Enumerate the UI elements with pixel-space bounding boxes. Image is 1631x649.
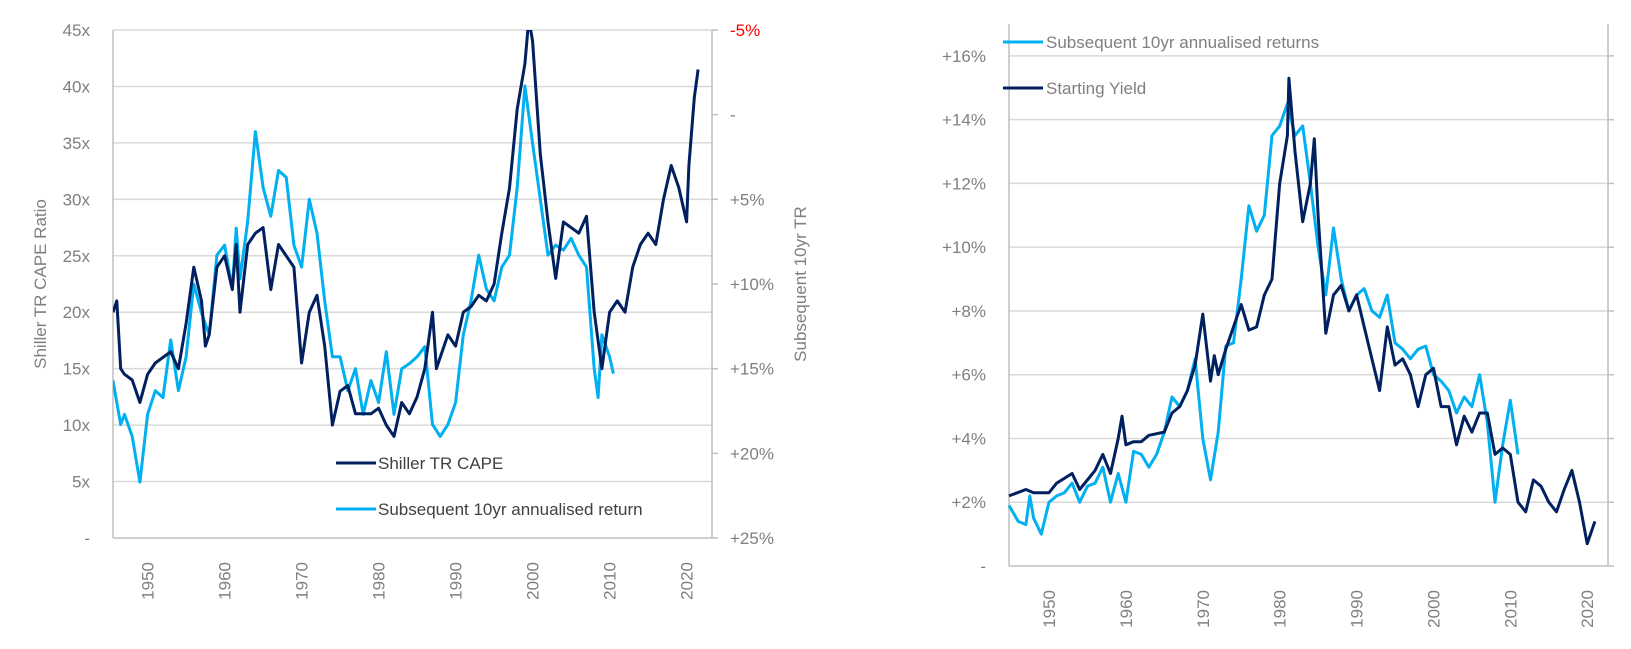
right-axes [1008,24,1614,567]
y-tick-label: +6% [952,366,987,385]
x-tick-label: 1970 [1194,590,1213,628]
left-y-tick-labels: - 5x 10x 15x 20x 25x 30x 35x 40x 45x [63,21,91,548]
left-x-tick-labels: 1950 1960 1970 1980 1990 2000 2010 2020 [139,562,697,600]
y-tick-label: +14% [942,111,986,130]
legend-label-yield: Starting Yield [1046,79,1146,98]
legend-label-return: Subsequent 10yr annualised return [378,500,643,519]
series-line-returns [1007,102,1520,536]
left-series [113,30,700,484]
y-tick-label: 30x [63,190,91,209]
left-y2-axis-title: Subsequent 10yr TR [791,206,810,362]
left-legend: Shiller TR CAPE Subsequent 10yr annualis… [336,454,643,519]
x-tick-label: 2010 [1501,590,1520,628]
y-tick-label: 5x [72,473,90,492]
y-tick-label: 35x [63,134,91,153]
left-gridlines [113,29,712,483]
y-tick-label: +16% [942,47,986,66]
x-tick-label: 1970 [293,562,312,600]
right-x-tick-labels: 1950 1960 1970 1980 1990 2000 2010 2020 [1040,590,1597,628]
x-tick-label: 1950 [1040,590,1059,628]
y-tick-label: +12% [942,174,986,193]
x-tick-label: 1990 [1348,590,1367,628]
right-gridlines [1009,55,1614,503]
y2-tick-label: +20% [730,444,774,463]
left-y2-tick-labels: -5% - +5% +10% +15% +20% +25% [712,21,774,548]
y2-tick-label: - [730,106,736,125]
y-tick-label: - [980,557,986,576]
yield-chart: -+2%+4%+6%+8%+10%+12%+14%+16% 1950 1960 19… [942,24,1614,628]
left-y-axis-title: Shiller TR CAPE Ratio [31,199,50,369]
right-series [1007,76,1597,546]
x-tick-label: 2020 [1578,590,1597,628]
y-tick-label: 20x [63,303,91,322]
y2-tick-label: +15% [730,360,774,379]
x-tick-label: 1980 [370,562,389,600]
cape-chart: - 5x 10x 15x 20x 25x 30x 35x 40x 45x -5% - +5% +10% +… [31,21,810,600]
y2-tick-label: +25% [730,529,774,548]
y-tick-label: 25x [63,247,91,266]
y-tick-label: 45x [63,21,91,40]
y-tick-label: 40x [63,77,91,96]
y-tick-label: +4% [952,429,987,448]
y-tick-label: +10% [942,238,986,257]
legend-label-returns: Subsequent 10yr annualised returns [1046,33,1319,52]
x-tick-label: 2010 [601,562,620,600]
y-tick-label: 15x [63,360,91,379]
legend-label-cape: Shiller TR CAPE [378,454,503,473]
x-tick-label: 1990 [447,562,466,600]
series-line-cape [113,30,700,438]
y2-tick-label: -5% [730,21,760,40]
x-tick-label: 1950 [139,562,158,600]
y-tick-label: +2% [952,493,987,512]
series-line-return [113,84,615,484]
x-tick-label: 1960 [216,562,235,600]
x-tick-label: 2020 [678,562,697,600]
y2-tick-label: +10% [730,275,774,294]
x-tick-label: 1980 [1271,590,1290,628]
y-tick-label: - [84,529,90,548]
x-tick-label: 2000 [1424,590,1443,628]
y2-tick-label: +5% [730,190,765,209]
x-tick-label: 2000 [524,562,543,600]
right-legend: Subsequent 10yr annualised returns Start… [1003,33,1319,98]
right-y-tick-labels: - +2% +4% +6% +8% +10% +12% +14% +16% [942,47,986,576]
x-tick-label: 1960 [1117,590,1136,628]
series-line-yield [1008,76,1597,546]
y-tick-label: 10x [63,416,91,435]
y-tick-label: +8% [952,302,987,321]
